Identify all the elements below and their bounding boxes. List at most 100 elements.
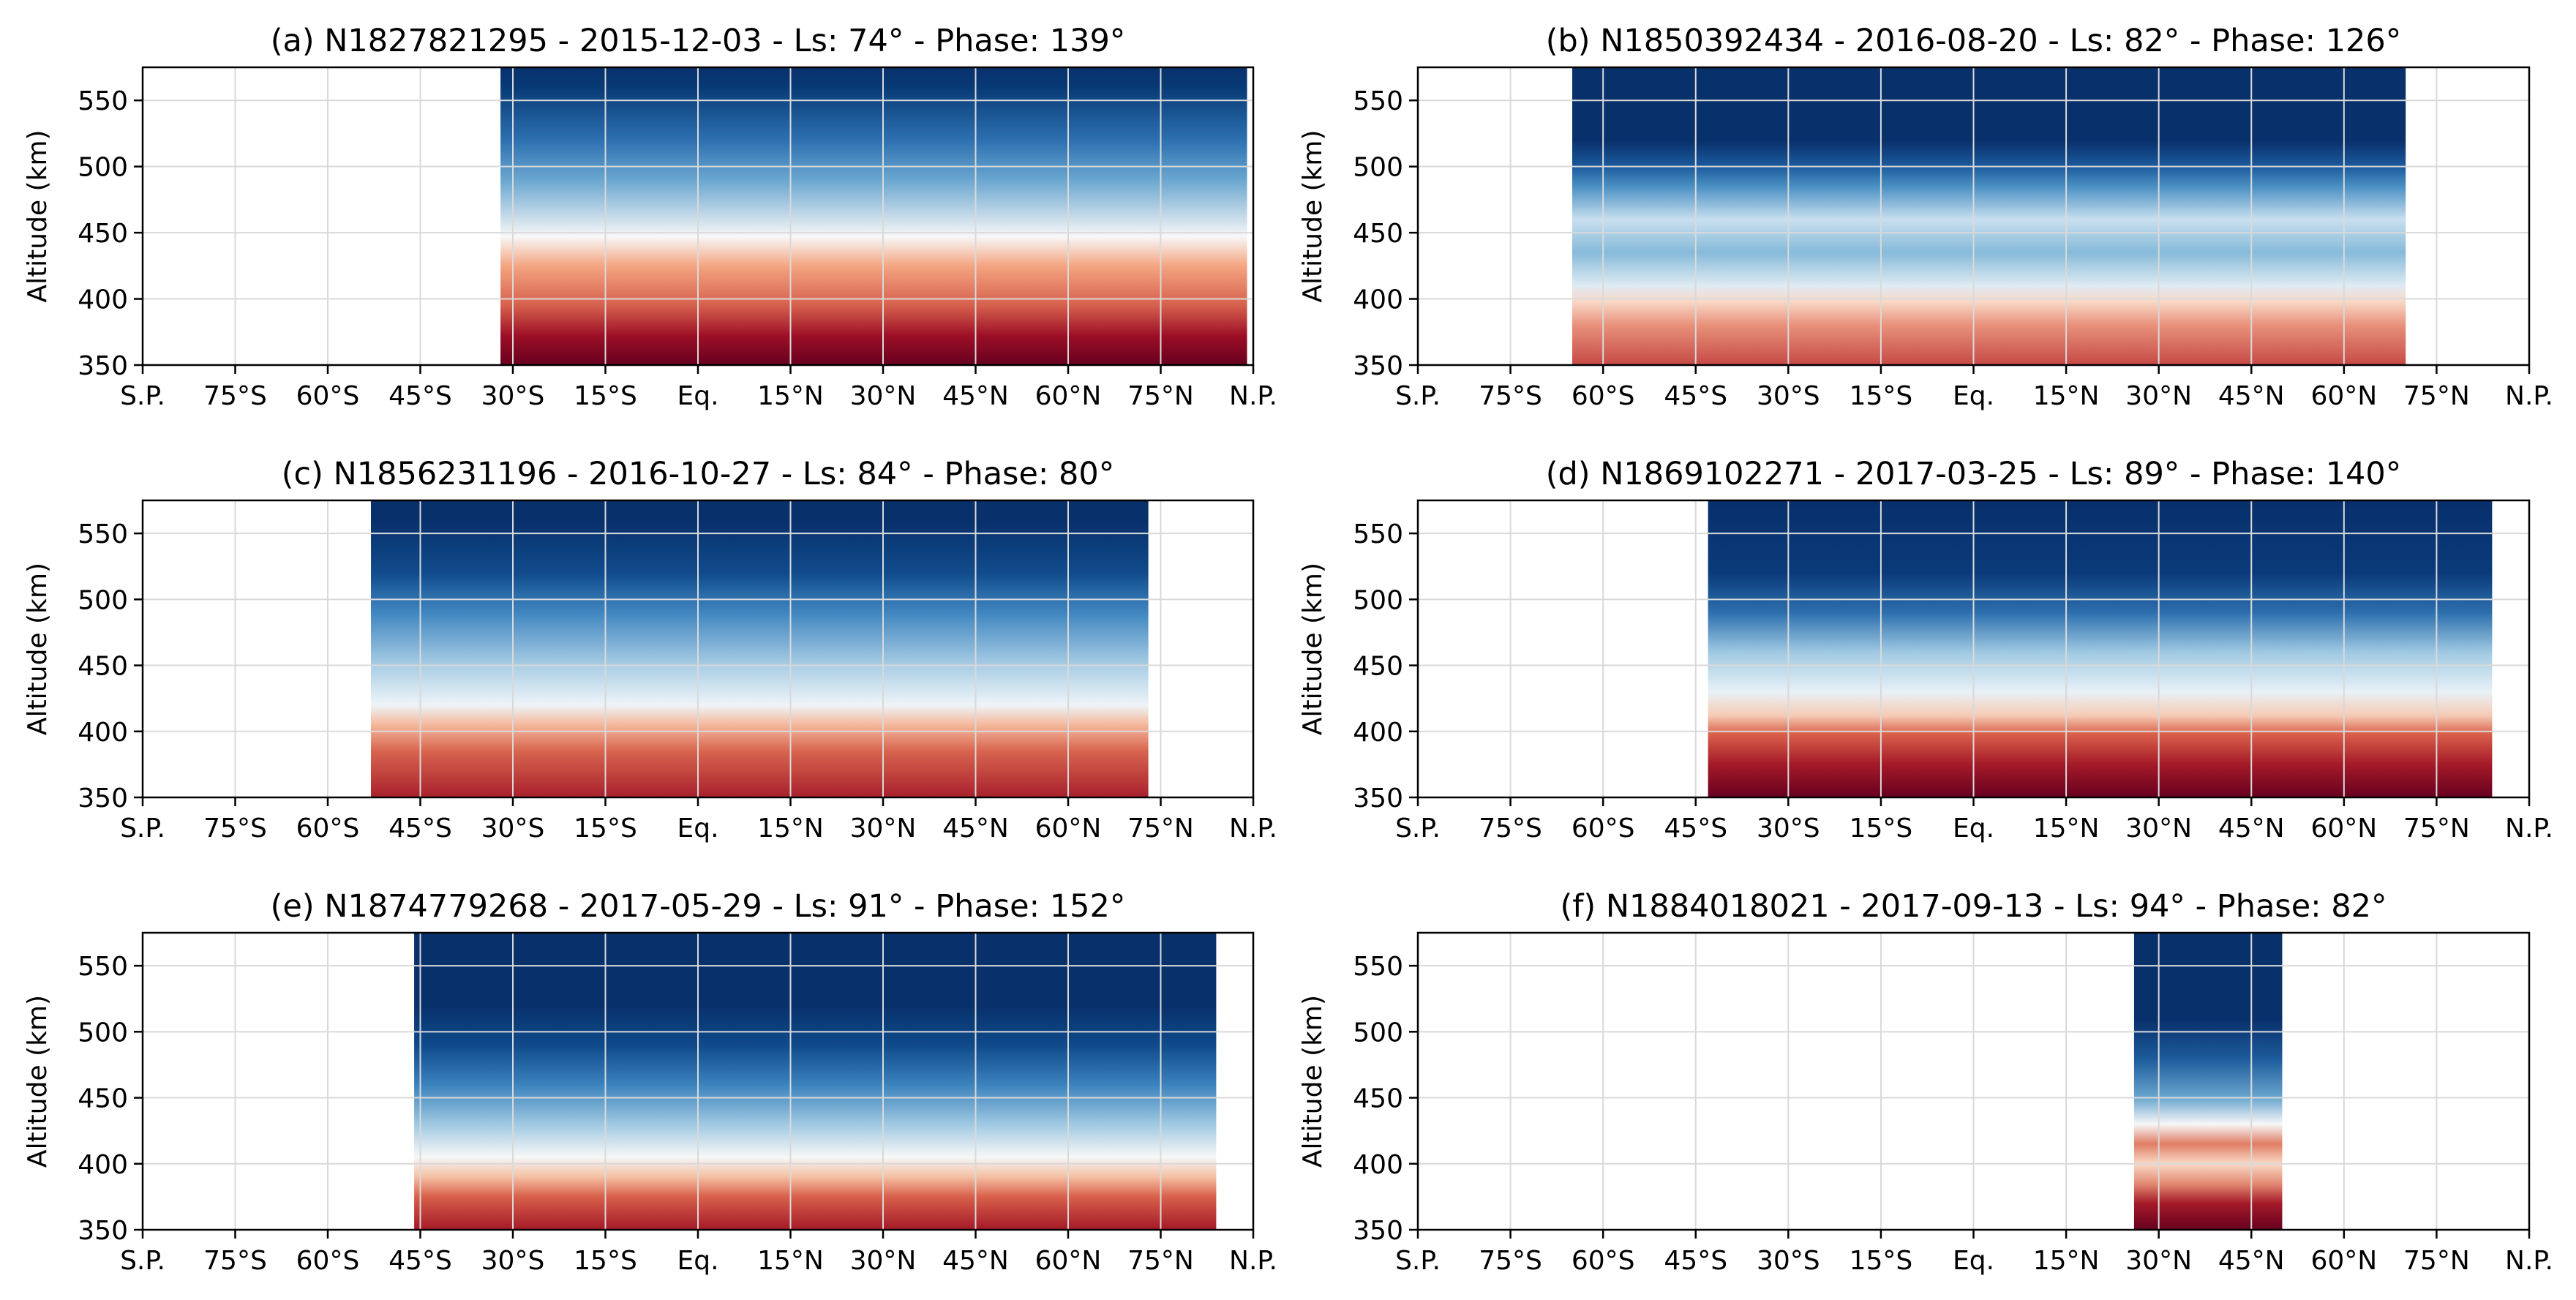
y-axis-label: Altitude (km) [23, 129, 53, 302]
x-tick-label: 30°S [1757, 1246, 1820, 1276]
x-tick-label: 45°N [942, 1246, 1009, 1276]
x-tick-label: 60°S [1571, 381, 1635, 411]
x-tick-label: 15°S [1850, 1246, 1913, 1276]
x-tick-label: 15°N [2033, 814, 2100, 844]
x-tick-label: 15°N [757, 814, 824, 844]
y-axis-label: Altitude (km) [23, 563, 53, 735]
panel-d: S.P. 75°S 60°S 45°S 30°S 15°S Eq. 15°N 30°N 45°N 6… [1298, 456, 2553, 844]
y-tick-label: 450 [78, 652, 128, 682]
x-tick-label: 60°N [1035, 381, 1102, 411]
x-tick-label: 75°N [1127, 1246, 1194, 1276]
y-tick-label: 400 [1353, 718, 1403, 748]
panel-title: (f) N1884018021 - 2017-09-13 - Ls: 94° -… [1560, 888, 2387, 925]
x-tick-label: 60°S [296, 814, 360, 844]
x-tick-label: 15°N [2033, 381, 2100, 411]
x-tick-label: Eq. [677, 381, 718, 411]
y-tick-label: 400 [78, 1150, 128, 1180]
y-tick-label: 350 [1353, 351, 1403, 381]
y-tick-label: 500 [78, 585, 128, 615]
y-tick-label: 450 [1353, 219, 1403, 249]
x-tick-label: 75°S [1479, 1246, 1542, 1276]
x-tick-label: 30°S [481, 814, 545, 844]
x-tick-label: 60°S [296, 381, 360, 411]
y-tick-label: 450 [1353, 1084, 1403, 1114]
x-tick-label: Eq. [1953, 1246, 1994, 1276]
x-tick-label: 15°N [757, 1246, 824, 1276]
x-tick-label: 30°N [850, 381, 917, 411]
x-tick-label: 45°N [2218, 381, 2285, 411]
x-tick-label: N.P. [1229, 814, 1277, 844]
y-tick-label: 400 [78, 718, 128, 748]
x-tick-label: 30°N [2125, 814, 2192, 844]
y-tick-label: 550 [78, 86, 128, 116]
y-tick-label: 550 [1353, 86, 1403, 116]
x-tick-label: 60°S [1571, 814, 1635, 844]
x-tick-label: 30°S [481, 1246, 545, 1276]
x-tick-label: 75°N [2403, 381, 2470, 411]
panel-title: (d) N1869102271 - 2017-03-25 - Ls: 89° -… [1546, 456, 2402, 492]
y-axis-label: Altitude (km) [23, 995, 53, 1168]
x-tick-label: 30°N [2125, 1246, 2192, 1276]
x-tick-label: 15°N [2033, 1246, 2100, 1276]
data-field [1708, 500, 2493, 797]
x-tick-label: 45°S [1664, 814, 1727, 844]
y-tick-label: 400 [1353, 1150, 1403, 1180]
x-tick-label: Eq. [677, 814, 718, 844]
x-tick-label: 60°N [1035, 814, 1102, 844]
x-tick-label: 45°S [388, 381, 452, 411]
panel-a: S.P. 75°S 60°S 45°S 30°S 15°S Eq. 15°N 30°N 45°N 6… [23, 23, 1277, 411]
x-tick-label: S.P. [120, 381, 165, 411]
x-tick-label: 45°S [388, 1246, 452, 1276]
x-tick-label: 45°S [1664, 381, 1727, 411]
x-tick-label: 45°S [388, 814, 452, 844]
x-tick-label: 60°S [296, 1246, 360, 1276]
x-tick-label: 45°N [942, 814, 1009, 844]
data-field [500, 67, 1247, 365]
x-tick-label: S.P. [1395, 1246, 1441, 1276]
panel-f: S.P. 75°S 60°S 45°S 30°S 15°S Eq. 15°N 30°N 45°N 6… [1298, 888, 2553, 1276]
y-tick-label: 500 [1353, 585, 1403, 615]
y-tick-label: 350 [1353, 784, 1403, 814]
x-tick-label: N.P. [2505, 814, 2553, 844]
y-axis-label: Altitude (km) [1298, 563, 1328, 735]
x-tick-label: Eq. [677, 1246, 718, 1276]
y-tick-label: 550 [1353, 952, 1403, 982]
y-tick-label: 550 [78, 952, 128, 982]
x-tick-label: 15°N [757, 381, 824, 411]
panel-title: (a) N1827821295 - 2015-12-03 - Ls: 74° -… [271, 23, 1126, 59]
data-field [414, 933, 1217, 1230]
panel-c: S.P. 75°S 60°S 45°S 30°S 15°S Eq. 15°N 30°N 45°N 6… [23, 456, 1277, 844]
x-tick-label: N.P. [2505, 1246, 2553, 1276]
x-tick-label: 30°S [481, 381, 545, 411]
data-field [2133, 933, 2283, 1230]
x-tick-label: 30°S [1757, 381, 1820, 411]
x-tick-label: N.P. [1229, 1246, 1277, 1276]
x-tick-label: 15°S [574, 814, 637, 844]
y-tick-label: 500 [1353, 153, 1403, 183]
panel-title: (e) N1874779268 - 2017-05-29 - Ls: 91° -… [271, 888, 1126, 925]
x-tick-label: 75°S [1479, 814, 1542, 844]
x-tick-label: S.P. [1395, 381, 1441, 411]
panel-b: S.P. 75°S 60°S 45°S 30°S 15°S Eq. 15°N 30°N 45°N 6… [1298, 23, 2553, 411]
y-tick-label: 450 [78, 1084, 128, 1114]
y-tick-label: 550 [1353, 519, 1403, 549]
x-tick-label: 75°S [203, 381, 267, 411]
y-tick-label: 500 [78, 1018, 128, 1048]
y-tick-label: 350 [78, 1216, 128, 1246]
x-tick-label: 75°S [1479, 381, 1542, 411]
x-tick-label: 75°N [1127, 381, 1194, 411]
x-tick-label: S.P. [120, 1246, 165, 1276]
y-tick-label: 450 [1353, 652, 1403, 682]
x-tick-label: 15°S [574, 1246, 637, 1276]
x-tick-label: 30°N [850, 814, 917, 844]
x-tick-label: 45°N [942, 381, 1009, 411]
x-tick-label: Eq. [1953, 381, 1994, 411]
x-tick-label: 75°N [1127, 814, 1194, 844]
y-tick-label: 500 [78, 153, 128, 183]
x-tick-label: 75°S [203, 1246, 267, 1276]
y-tick-label: 500 [1353, 1018, 1403, 1048]
x-tick-label: 45°S [1664, 1246, 1727, 1276]
x-tick-label: Eq. [1953, 814, 1994, 844]
x-tick-label: S.P. [120, 814, 165, 844]
